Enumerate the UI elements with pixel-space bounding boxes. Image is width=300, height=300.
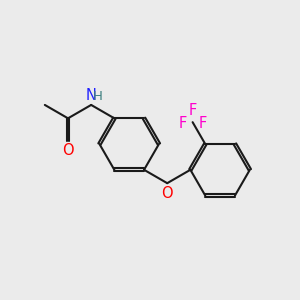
Text: N: N xyxy=(86,88,97,103)
Text: H: H xyxy=(93,90,103,103)
Text: F: F xyxy=(178,116,187,131)
Text: F: F xyxy=(199,116,207,131)
Text: F: F xyxy=(188,103,197,118)
Text: O: O xyxy=(62,143,74,158)
Text: O: O xyxy=(161,185,173,200)
